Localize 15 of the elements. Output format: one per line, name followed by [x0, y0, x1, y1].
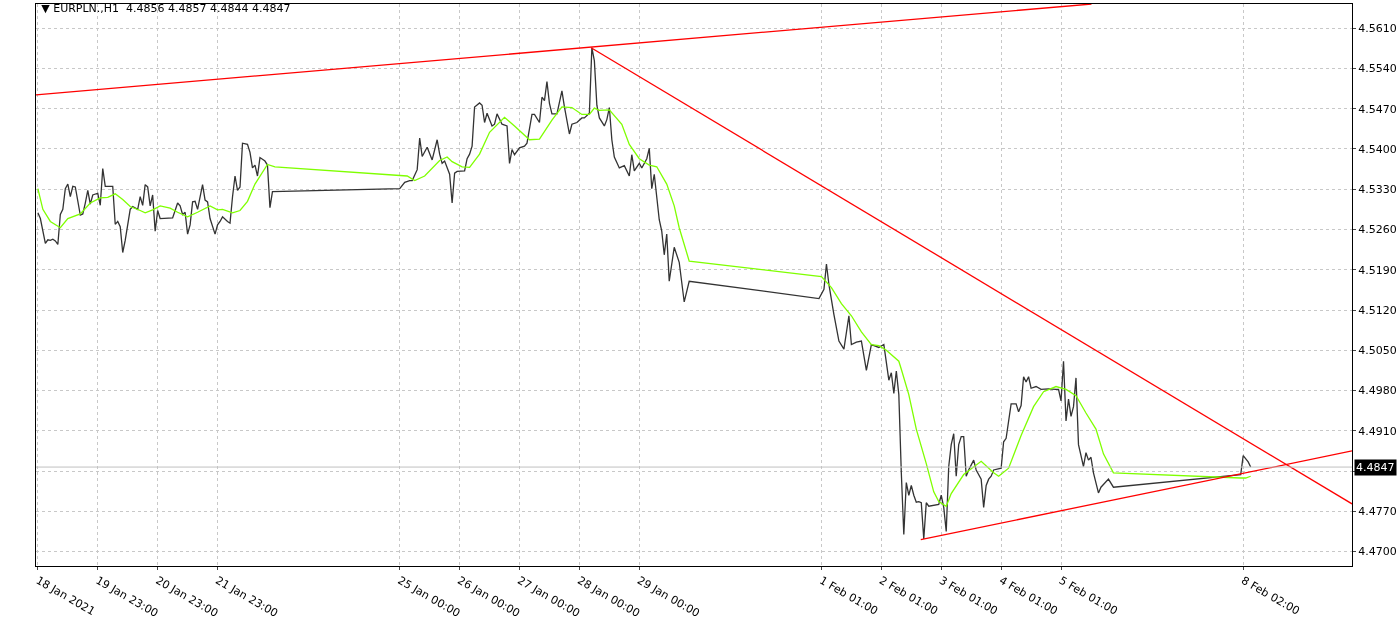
chart-title: ▼ EURPLN.,H1 4.4856 4.4857 4.4844 4.4847 — [41, 2, 291, 16]
y-tick-label: 4.4700 — [1358, 545, 1397, 559]
ref-line-label: 4.4847 — [1356, 461, 1395, 474]
y-tick-label: 4.5470 — [1358, 102, 1397, 116]
y-tick-label: 4.4980 — [1358, 384, 1397, 398]
y-tick-label: 4.4910 — [1358, 424, 1397, 438]
y-tick-label: 4.4770 — [1358, 505, 1397, 519]
y-tick-label: 4.5330 — [1358, 183, 1397, 197]
y-tick-label: 4.5400 — [1358, 142, 1397, 156]
y-tick-label: 4.5120 — [1358, 303, 1397, 317]
y-tick-label: 4.5260 — [1358, 223, 1397, 237]
y-tick-label: 4.5190 — [1358, 263, 1397, 277]
y-tick-label: 4.5050 — [1358, 344, 1397, 358]
y-tick-label: 4.5540 — [1358, 62, 1397, 76]
y-tick-label: 4.5610 — [1358, 22, 1397, 36]
